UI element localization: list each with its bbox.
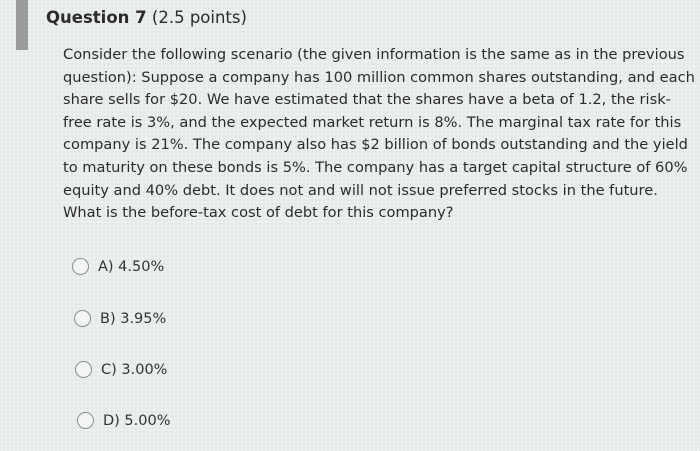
question-line: question): Suppose a company has 100 mil…: [63, 68, 695, 86]
question-line: free rate is 3%, and the expected market…: [63, 113, 682, 131]
question-marker-bar: [16, 0, 28, 50]
radio-button-icon[interactable]: [72, 258, 89, 275]
option-label: D) 5.00%: [103, 412, 171, 429]
question-line: company is 21%. The company also has $2 …: [63, 136, 688, 154]
option-label: C) 3.00%: [101, 361, 168, 378]
option-b[interactable]: B) 3.95%: [74, 310, 166, 327]
question-number: Question 7: [46, 8, 147, 27]
question-title: Question 7 (2.5 points): [46, 8, 247, 27]
question-line: to maturity on these bonds is 5%. The co…: [63, 158, 688, 176]
radio-button-icon[interactable]: [74, 310, 91, 327]
option-d[interactable]: D) 5.00%: [77, 412, 171, 429]
option-a[interactable]: A) 4.50%: [72, 258, 164, 275]
radio-button-icon[interactable]: [77, 412, 94, 429]
radio-button-icon[interactable]: [75, 361, 92, 378]
question-line: Consider the following scenario (the giv…: [63, 46, 685, 63]
question-line: share sells for $20. We have estimated t…: [63, 91, 671, 109]
question-line: What is the before-tax cost of debt for …: [63, 204, 454, 222]
question-points: (2.5 points): [151, 8, 247, 27]
question-text: Consider the following scenario (the giv…: [63, 44, 695, 225]
option-c[interactable]: C) 3.00%: [75, 361, 167, 378]
question-line: equity and 40% debt. It does not and wil…: [63, 181, 658, 199]
option-label: A) 4.50%: [98, 258, 165, 275]
option-label: B) 3.95%: [100, 310, 167, 327]
